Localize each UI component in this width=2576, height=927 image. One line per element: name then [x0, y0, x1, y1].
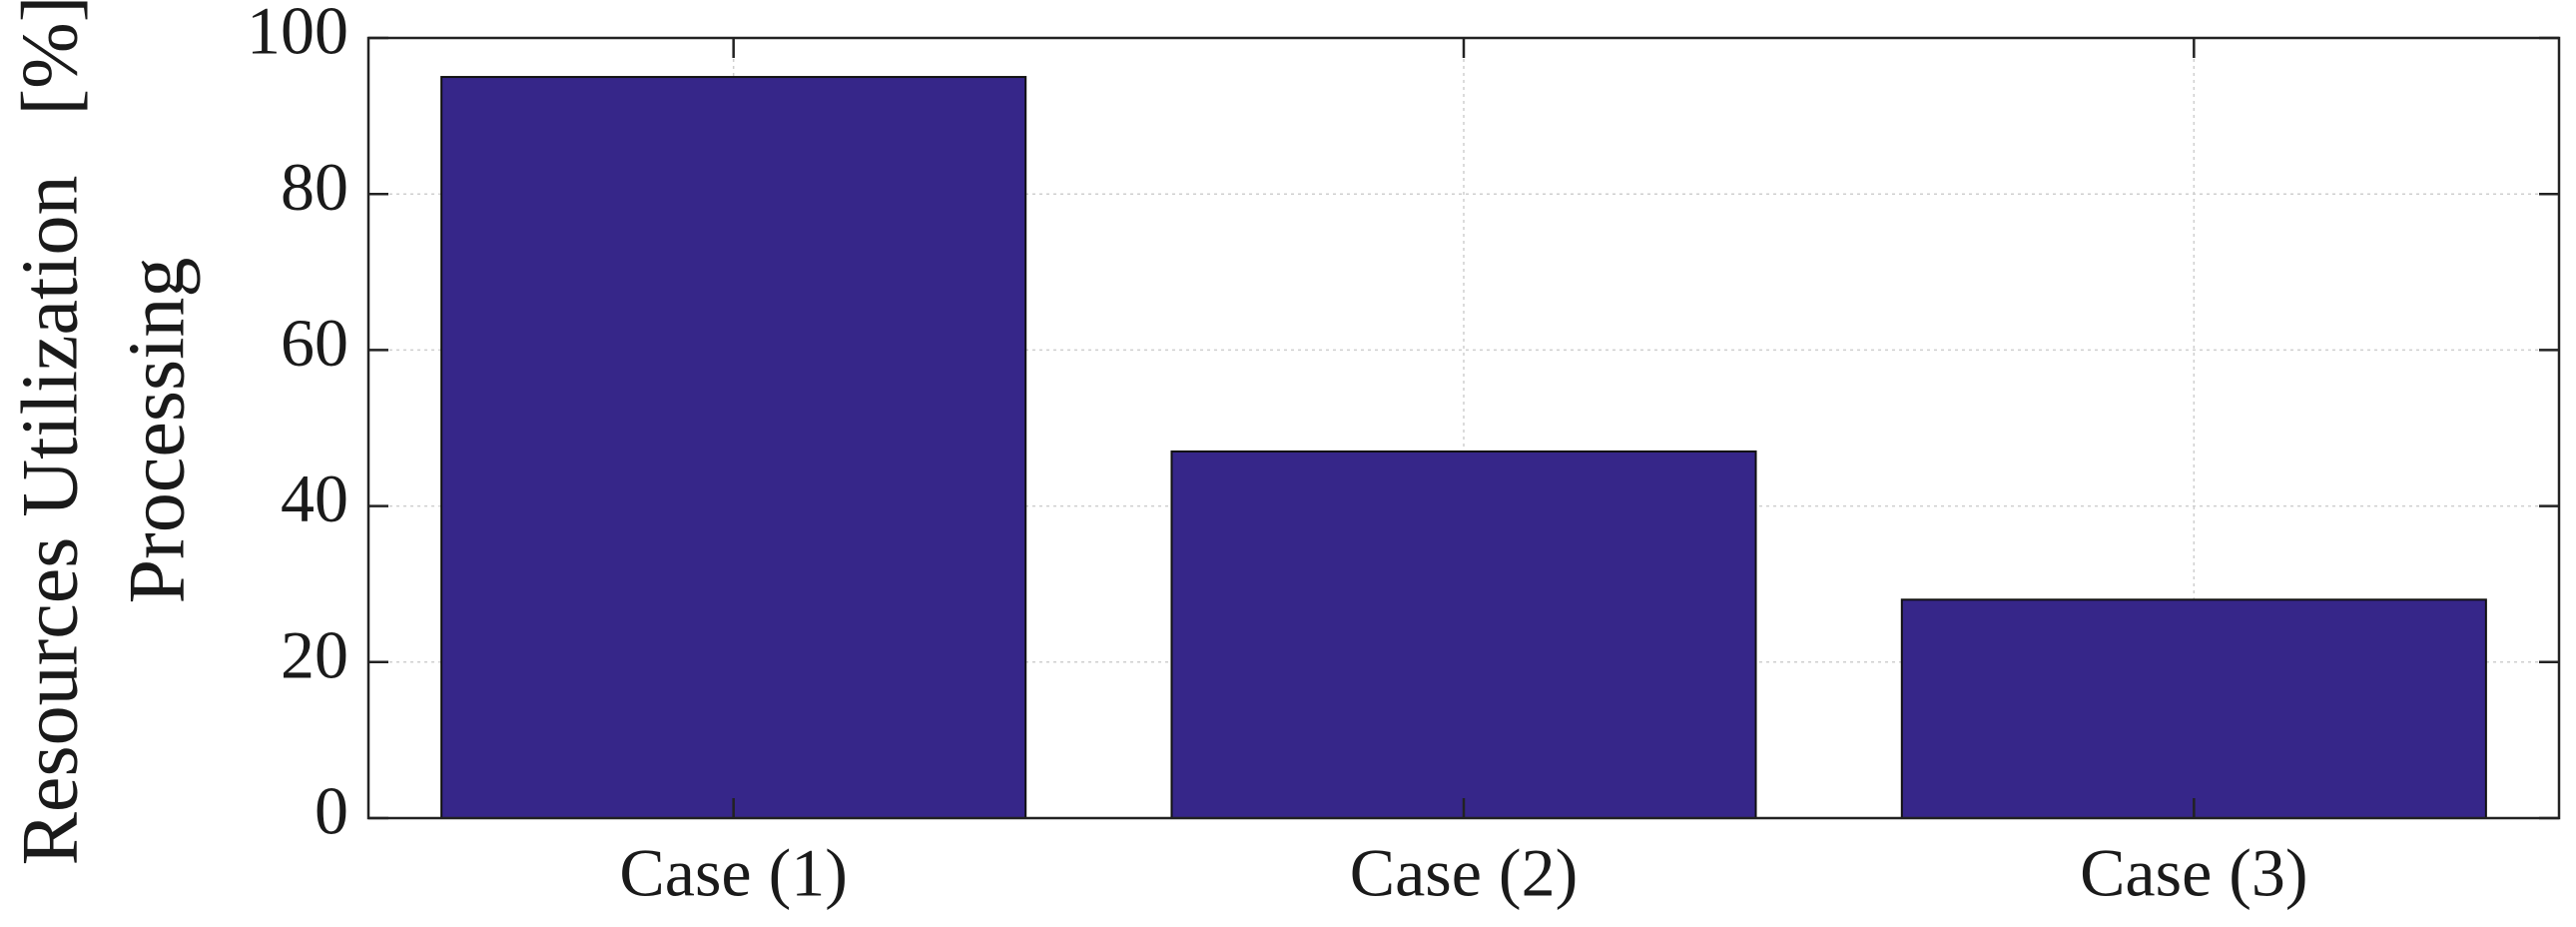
x-tick-label: Case (1)	[619, 835, 847, 911]
y-tick-label: 60	[281, 305, 348, 381]
x-tick-label: Case (2)	[1350, 835, 1578, 911]
x-tick-label: Case (3)	[2080, 835, 2307, 911]
y-axis-label: Processing	[113, 258, 201, 604]
bar	[1170, 450, 1757, 819]
y-tick-label: 40	[281, 461, 348, 536]
y-tick-label: 80	[281, 149, 348, 225]
y-axis-label: Resources Utilization [%]	[6, 0, 94, 865]
bar	[1900, 598, 2487, 819]
y-tick-label: 0	[315, 773, 348, 849]
bars	[440, 76, 2487, 820]
bar	[440, 76, 1027, 820]
y-tick-label: 100	[247, 0, 348, 69]
y-tick-label: 20	[281, 616, 348, 692]
